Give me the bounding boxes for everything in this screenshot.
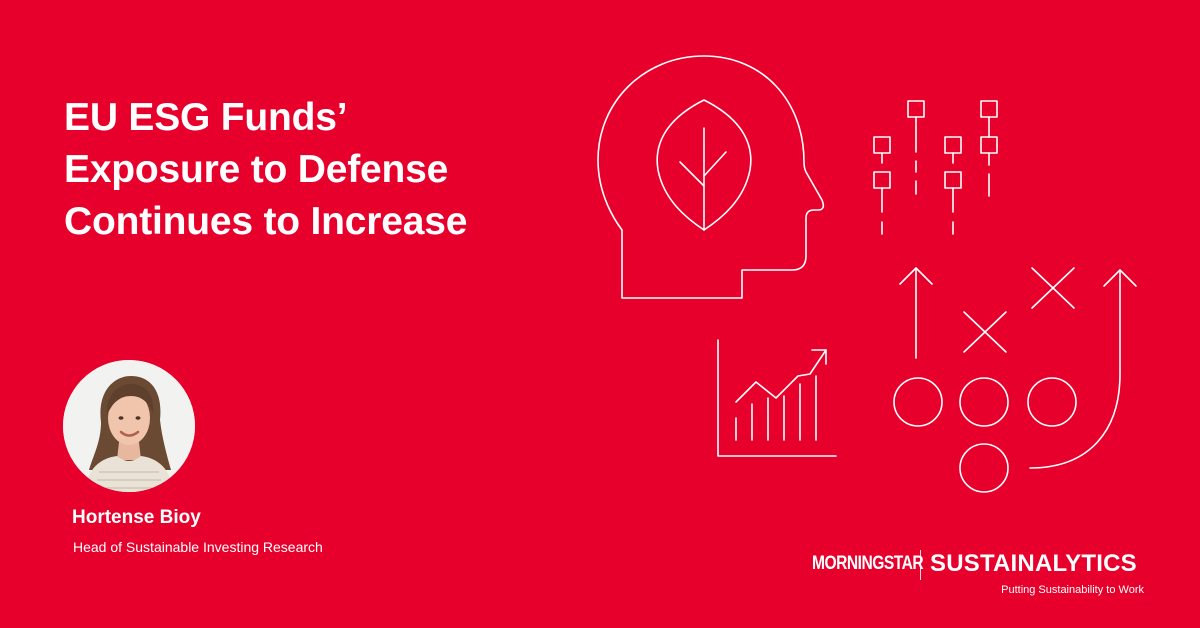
node-grid-icon	[873, 100, 998, 235]
author-avatar	[63, 360, 195, 492]
person-photo-icon	[63, 360, 195, 492]
headline-line-3: Continues to Increase	[64, 200, 468, 243]
sustainalytics-logo: SUSTAINALYTICS	[930, 550, 1137, 577]
decorative-illustration	[590, 50, 1150, 500]
headline-line-2: Exposure to Defense	[64, 148, 449, 191]
headline-line-1: EU ESG Funds’	[64, 96, 348, 139]
morningstar-logo: MORNINGSTAR	[812, 553, 924, 574]
author-title: Head of Sustainable Investing Research	[73, 539, 323, 555]
strategy-playbook-icon	[893, 267, 1137, 493]
logo-divider	[920, 550, 921, 580]
head-with-leaf-icon	[597, 55, 825, 299]
author-name: Hortense Bioy	[72, 507, 201, 528]
headline: EU ESG Funds’ Exposure to Defense Contin…	[64, 92, 584, 248]
rising-bar-chart-icon	[717, 339, 837, 457]
brand-lockup: MORNINGSTAR SUSTAINALYTICS Putting Susta…	[812, 548, 1148, 600]
brand-tagline: Putting Sustainability to Work	[1001, 584, 1144, 596]
